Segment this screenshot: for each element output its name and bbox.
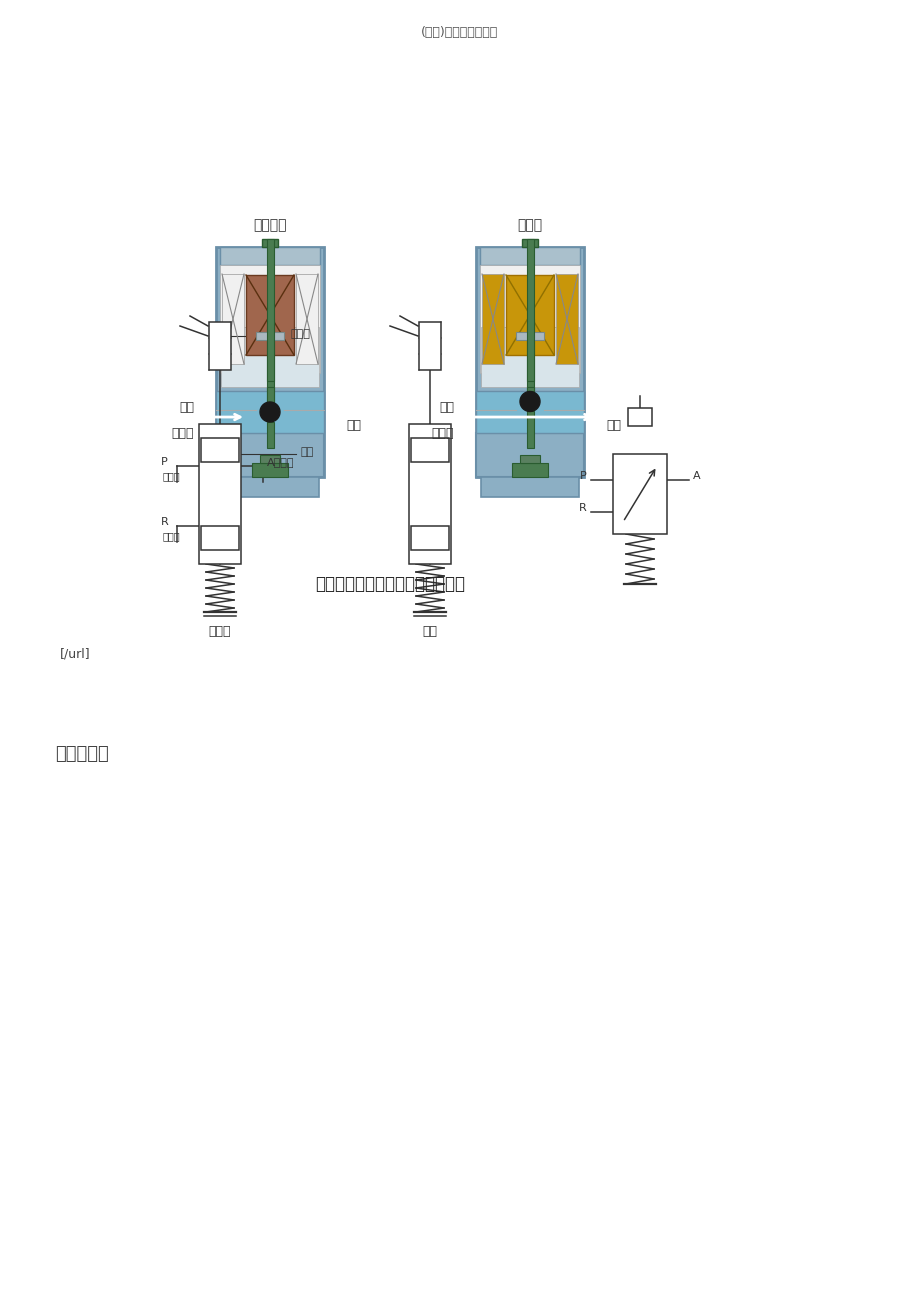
Bar bbox=[411, 437, 448, 462]
Circle shape bbox=[519, 392, 539, 411]
Text: 排气口: 排气口 bbox=[431, 427, 453, 440]
Bar bbox=[267, 319, 274, 408]
Bar bbox=[482, 273, 504, 365]
Bar bbox=[221, 273, 244, 365]
Bar bbox=[221, 477, 319, 497]
Bar bbox=[260, 454, 279, 464]
Bar bbox=[480, 266, 579, 372]
Bar bbox=[200, 437, 239, 462]
Text: R: R bbox=[161, 517, 168, 527]
Bar bbox=[267, 422, 274, 448]
Bar bbox=[519, 454, 539, 464]
Bar bbox=[480, 247, 579, 266]
Bar bbox=[475, 391, 584, 434]
Text: 阀芯: 阀芯 bbox=[301, 447, 314, 457]
Bar bbox=[555, 273, 577, 365]
Text: 排气口: 排气口 bbox=[171, 427, 194, 440]
Text: 通电时: 通电时 bbox=[516, 217, 542, 232]
Text: (完整)电磁阀工作原理: (完整)电磁阀工作原理 bbox=[421, 26, 498, 39]
Bar bbox=[481, 327, 578, 387]
Bar bbox=[216, 434, 323, 477]
Bar bbox=[527, 319, 533, 408]
Bar bbox=[527, 387, 533, 392]
Text: 动作示意图: 动作示意图 bbox=[55, 745, 108, 763]
Text: 供气口: 供气口 bbox=[163, 471, 180, 480]
Bar bbox=[516, 332, 543, 340]
Text: 单电控直动式电磁阀的动作原理图: 单电控直动式电磁阀的动作原理图 bbox=[314, 575, 464, 592]
Bar bbox=[475, 247, 584, 477]
Bar bbox=[209, 322, 231, 370]
Bar bbox=[481, 477, 578, 497]
Text: 入口: 入口 bbox=[438, 401, 453, 414]
Bar bbox=[409, 424, 450, 564]
Bar bbox=[255, 332, 284, 340]
Text: 入口: 入口 bbox=[179, 401, 194, 414]
Text: P: P bbox=[580, 471, 586, 480]
Bar bbox=[220, 266, 320, 372]
Bar bbox=[220, 247, 320, 266]
Bar bbox=[612, 454, 666, 534]
Bar bbox=[527, 240, 533, 381]
Text: [/url]: [/url] bbox=[60, 647, 91, 660]
Bar bbox=[527, 411, 533, 448]
Bar bbox=[221, 327, 319, 387]
Bar bbox=[296, 273, 318, 365]
Bar bbox=[262, 240, 278, 247]
Bar bbox=[216, 247, 323, 477]
Text: 出口: 出口 bbox=[606, 418, 620, 431]
Text: 非通电: 非通电 bbox=[209, 625, 231, 638]
Bar bbox=[267, 240, 274, 381]
Bar bbox=[216, 391, 323, 434]
Bar bbox=[200, 526, 239, 549]
Bar bbox=[505, 275, 553, 355]
Text: R: R bbox=[579, 503, 586, 513]
Bar bbox=[418, 322, 440, 370]
Bar bbox=[628, 408, 652, 426]
Text: 电磁铁: 电磁铁 bbox=[290, 329, 311, 339]
Bar bbox=[199, 424, 241, 564]
Circle shape bbox=[260, 402, 279, 422]
Text: A: A bbox=[692, 471, 700, 480]
Bar bbox=[475, 434, 584, 477]
Bar bbox=[512, 464, 548, 477]
Bar bbox=[267, 387, 274, 402]
Bar bbox=[411, 526, 448, 549]
Bar bbox=[521, 240, 538, 247]
Text: A工作口: A工作口 bbox=[267, 457, 294, 467]
Bar bbox=[252, 464, 288, 477]
Text: 排气口: 排气口 bbox=[163, 531, 180, 542]
Text: 出口: 出口 bbox=[346, 418, 360, 431]
Text: 非通电时: 非通电时 bbox=[253, 217, 287, 232]
Text: 通电: 通电 bbox=[422, 625, 437, 638]
Bar bbox=[245, 275, 294, 355]
Text: P: P bbox=[161, 457, 167, 467]
